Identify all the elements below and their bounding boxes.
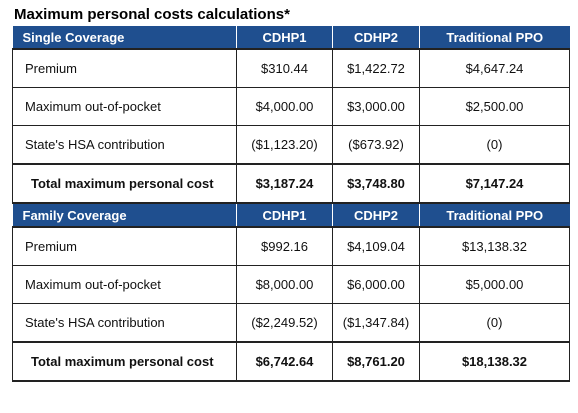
column-header-traditional-ppo: Traditional PPO <box>419 26 570 49</box>
table-cell: (0) <box>419 125 570 164</box>
table-cell: ($673.92) <box>332 125 420 164</box>
total-label: Total maximum personal cost <box>12 163 237 204</box>
total-cell: $7,147.24 <box>419 163 570 204</box>
total-cell: $18,138.32 <box>419 341 570 382</box>
table-cell: ($2,249.52) <box>236 303 333 342</box>
row-label-max-out-of-pocket: Maximum out-of-pocket <box>12 87 237 126</box>
column-header-traditional-ppo: Traditional PPO <box>419 203 570 227</box>
table-cell: $8,000.00 <box>236 265 333 304</box>
table-cell: $5,000.00 <box>419 265 570 304</box>
table-row: State's HSA contribution ($2,249.52) ($1… <box>12 303 570 342</box>
total-cell: $6,742.64 <box>236 341 333 382</box>
row-label-hsa-contribution: State's HSA contribution <box>12 303 237 342</box>
column-header-cdhp1: CDHP1 <box>236 26 333 49</box>
table-cell: $310.44 <box>236 48 333 88</box>
column-header-cdhp1: CDHP1 <box>236 203 333 227</box>
total-cell: $3,748.80 <box>332 163 420 204</box>
single-coverage-header-row: Single Coverage CDHP1 CDHP2 Traditional … <box>12 26 570 49</box>
row-label-max-out-of-pocket: Maximum out-of-pocket <box>12 265 237 304</box>
table-cell: $1,422.72 <box>332 48 420 88</box>
table-cell: $3,000.00 <box>332 87 420 126</box>
table-row: State's HSA contribution ($1,123.20) ($6… <box>12 125 570 164</box>
page-title: Maximum personal costs calculations* <box>14 6 290 23</box>
table-cell: $4,000.00 <box>236 87 333 126</box>
table-row: Maximum out-of-pocket $4,000.00 $3,000.0… <box>12 87 570 126</box>
table-cell: $6,000.00 <box>332 265 420 304</box>
single-total-row: Total maximum personal cost $3,187.24 $3… <box>12 163 570 204</box>
row-label-premium: Premium <box>12 48 237 88</box>
row-label-hsa-contribution: State's HSA contribution <box>12 125 237 164</box>
single-coverage-heading: Single Coverage <box>12 26 237 49</box>
column-header-cdhp2: CDHP2 <box>332 203 420 227</box>
table-cell: ($1,347.84) <box>332 303 420 342</box>
row-label-premium: Premium <box>12 226 237 266</box>
table-cell: $992.16 <box>236 226 333 266</box>
total-cell: $3,187.24 <box>236 163 333 204</box>
total-cell: $8,761.20 <box>332 341 420 382</box>
table-cell: $13,138.32 <box>419 226 570 266</box>
family-coverage-heading: Family Coverage <box>12 203 237 227</box>
table-row: Maximum out-of-pocket $8,000.00 $6,000.0… <box>12 265 570 304</box>
family-total-row: Total maximum personal cost $6,742.64 $8… <box>12 341 570 382</box>
column-header-cdhp2: CDHP2 <box>332 26 420 49</box>
table-cell: ($1,123.20) <box>236 125 333 164</box>
table-row: Premium $310.44 $1,422.72 $4,647.24 <box>12 48 570 88</box>
table-row: Premium $992.16 $4,109.04 $13,138.32 <box>12 226 570 266</box>
table-cell: $4,109.04 <box>332 226 420 266</box>
family-coverage-header-row: Family Coverage CDHP1 CDHP2 Traditional … <box>12 203 570 227</box>
table-cell: $4,647.24 <box>419 48 570 88</box>
table-cell: $2,500.00 <box>419 87 570 126</box>
table-cell: (0) <box>419 303 570 342</box>
cost-table: Single Coverage CDHP1 CDHP2 Traditional … <box>12 26 570 382</box>
total-label: Total maximum personal cost <box>12 341 237 382</box>
